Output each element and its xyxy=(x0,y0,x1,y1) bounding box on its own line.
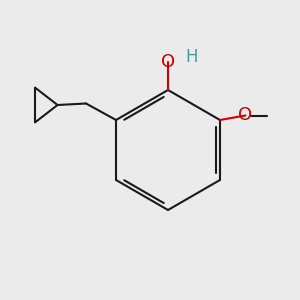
Text: H: H xyxy=(185,48,198,66)
Text: O: O xyxy=(161,52,175,70)
Text: O: O xyxy=(238,106,253,124)
